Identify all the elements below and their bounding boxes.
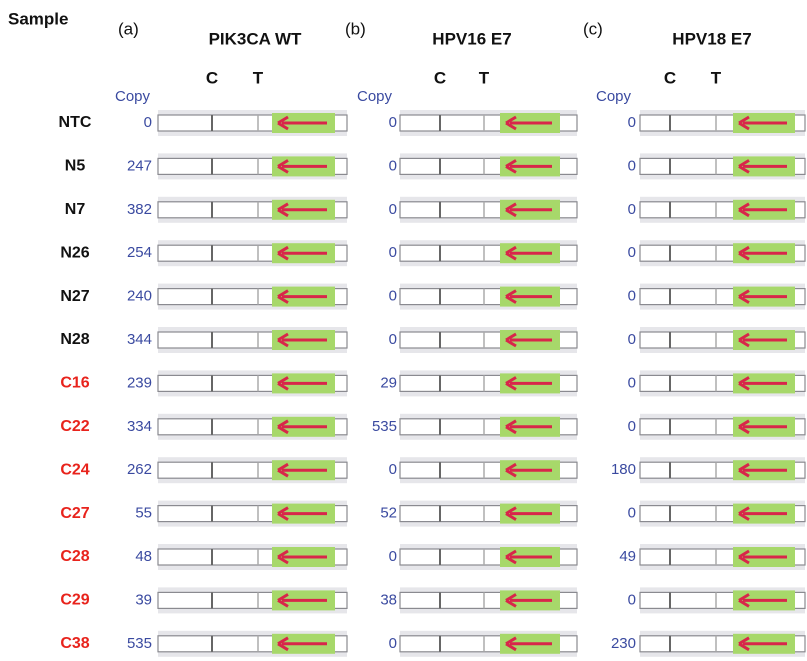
sample-label: C29: [60, 592, 89, 609]
c-label: C: [664, 68, 676, 87]
copy-number: 0: [628, 374, 636, 391]
copy-number: 535: [127, 635, 152, 652]
panel-letter: (c): [583, 19, 603, 38]
panel-letter: (b): [345, 19, 366, 38]
copy-label: Copy: [596, 88, 632, 105]
sample-label: C24: [60, 461, 89, 478]
sample-label: C27: [60, 505, 89, 522]
copy-number: 29: [380, 374, 397, 391]
panel-title: HPV18 E7: [672, 29, 751, 48]
copy-number: 334: [127, 418, 152, 435]
copy-number: 247: [127, 157, 152, 174]
copy-number: 0: [628, 157, 636, 174]
sample-label: C22: [60, 418, 89, 435]
copy-number: 535: [372, 418, 397, 435]
copy-number: 0: [628, 244, 636, 261]
sample-label: C16: [60, 375, 89, 392]
sample-label: N26: [60, 244, 89, 261]
t-label: T: [253, 68, 264, 87]
sample-label: N27: [60, 288, 89, 305]
t-label: T: [479, 68, 490, 87]
copy-number: 0: [389, 288, 397, 305]
copy-number: 0: [389, 461, 397, 478]
copy-number: 0: [628, 418, 636, 435]
copy-number: 38: [380, 591, 397, 608]
panel-title: HPV16 E7: [432, 29, 511, 48]
sample-label: N28: [60, 331, 89, 348]
copy-number: 0: [628, 114, 636, 131]
header: Sample: [8, 9, 68, 28]
copy-number: 49: [619, 548, 636, 565]
copy-number: 0: [389, 548, 397, 565]
sample-label: N7: [65, 201, 86, 218]
t-label: T: [711, 68, 722, 87]
copy-number: 382: [127, 201, 152, 218]
copy-number: 240: [127, 288, 152, 305]
copy-number: 0: [628, 331, 636, 348]
copy-number: 262: [127, 461, 152, 478]
c-label: C: [434, 68, 446, 87]
panel-letter: (a): [118, 19, 139, 38]
copy-number: 0: [628, 201, 636, 218]
copy-number: 0: [389, 201, 397, 218]
sample-label: C28: [60, 548, 89, 565]
copy-number: 0: [389, 244, 397, 261]
copy-number: 0: [628, 505, 636, 522]
copy-number: 39: [135, 591, 152, 608]
copy-number: 48: [135, 548, 152, 565]
copy-number: 0: [389, 157, 397, 174]
copy-number: 239: [127, 374, 152, 391]
copy-number: 55: [135, 505, 152, 522]
copy-number: 230: [611, 635, 636, 652]
copy-number: 254: [127, 244, 152, 261]
sample-label: NTC: [59, 114, 92, 131]
copy-number: 0: [389, 635, 397, 652]
copy-label: Copy: [115, 88, 151, 105]
copy-label: Copy: [357, 88, 393, 105]
copy-number: 180: [611, 461, 636, 478]
c-label: C: [206, 68, 218, 87]
figure: Sample NTCN5N7N26N27N28C16C22C24C27C28C2…: [0, 0, 807, 661]
copy-number: 0: [389, 331, 397, 348]
sample-label: C38: [60, 635, 89, 652]
copy-number: 0: [628, 288, 636, 305]
sample-label: N5: [65, 158, 86, 175]
copy-number: 0: [628, 591, 636, 608]
copy-number: 344: [127, 331, 152, 348]
copy-number: 52: [380, 505, 397, 522]
panel-title: PIK3CA WT: [209, 29, 302, 48]
copy-number: 0: [389, 114, 397, 131]
copy-number: 0: [144, 114, 152, 131]
